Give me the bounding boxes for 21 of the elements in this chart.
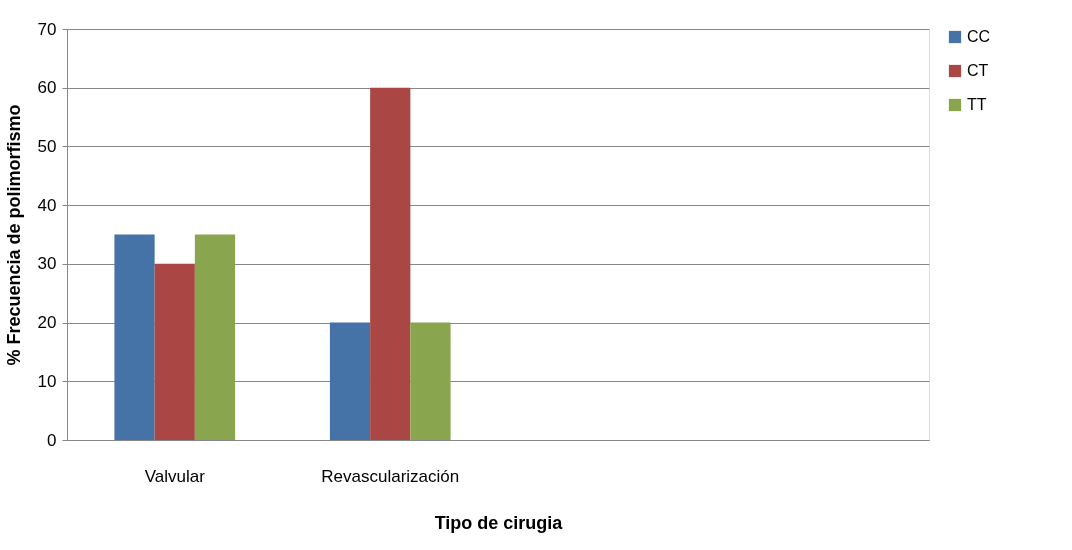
legend-label: TT — [967, 96, 987, 113]
legend-label: CT — [967, 62, 989, 79]
y-tick-label: 20 — [37, 313, 57, 333]
y-tick-label: 40 — [37, 195, 57, 215]
y-tick-label: 70 — [37, 19, 57, 39]
bar — [114, 234, 155, 440]
y-tick-label: 30 — [37, 254, 57, 274]
y-tick-label: 60 — [37, 78, 57, 98]
bar — [154, 263, 195, 440]
y-tick-label: 0 — [47, 430, 57, 450]
x-tick-label: Valvular — [144, 466, 206, 486]
legend-label: CC — [967, 28, 991, 45]
bar — [194, 234, 236, 440]
bar — [329, 322, 371, 440]
bar — [410, 322, 451, 440]
y-tick-label: 10 — [37, 371, 57, 391]
y-tick-label: 50 — [37, 136, 57, 156]
bar — [370, 87, 411, 440]
x-tick-label: Revascularización — [321, 466, 460, 486]
x-axis-title: Tipo de cirugia — [434, 512, 564, 533]
y-axis-title: % Frecuencia de polimorfismo — [3, 104, 24, 366]
